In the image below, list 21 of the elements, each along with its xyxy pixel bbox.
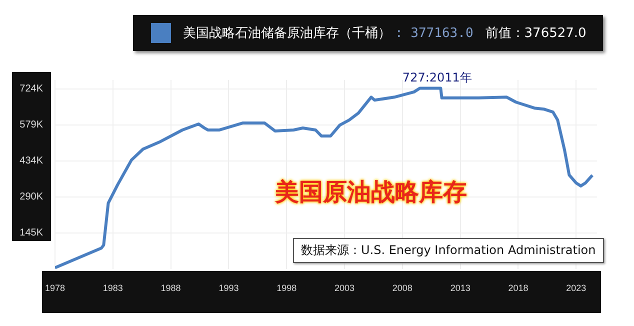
x-tick-label: 2023 [566, 282, 586, 293]
annotation: 727:2011年 [402, 70, 472, 84]
text: 前值：376527.0 [485, 25, 586, 42]
y-tick-label: 579K [20, 120, 44, 131]
x-tick-label: 2018 [508, 282, 528, 293]
x-tick-label: 1983 [102, 282, 123, 293]
x-tick-label: 2013 [450, 282, 470, 293]
x-tick-label: 1978 [44, 282, 66, 293]
x-tick-label: 2008 [392, 282, 412, 293]
text: 美国原油战略库存 [275, 177, 467, 208]
y-tick-label: 434K [20, 156, 44, 167]
y-tick-label: 724K [20, 84, 44, 95]
x-tick-label: 1988 [160, 282, 181, 293]
y-tick-label: 290K [20, 192, 44, 203]
x-tick-label: 2003 [334, 282, 355, 293]
x-tick-label: 1993 [218, 282, 239, 293]
y-tick-label: 145K [20, 228, 44, 239]
annotation: 数据来源：U.S. Energy Information Administration [293, 238, 604, 263]
text: : 377163.0 [395, 26, 474, 40]
x-tick-label: 1998 [276, 282, 297, 293]
legend-label: 美国战略石油储备原油库存（千桶） [183, 25, 391, 42]
